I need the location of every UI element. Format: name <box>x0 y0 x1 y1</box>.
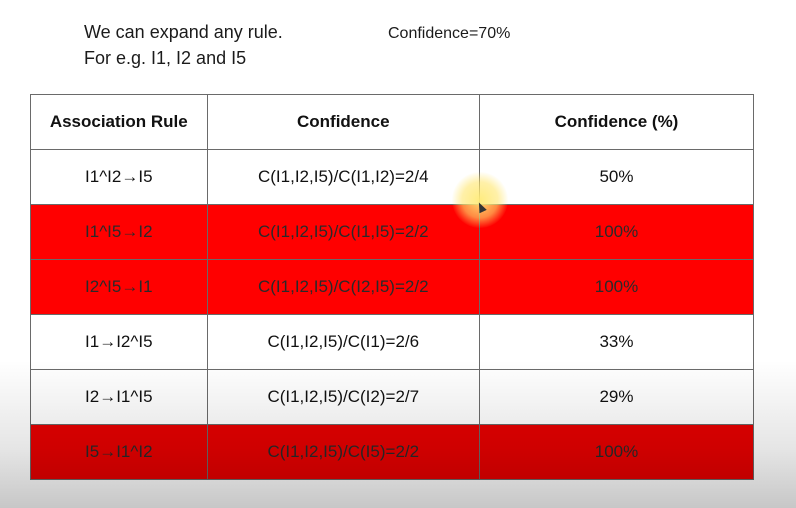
table-row-highlighted: I5→I1^I2 C(I1,I2,I5)/C(I5)=2/2 100% <box>30 424 755 480</box>
intro-text: We can expand any rule. For e.g. I1, I2 … <box>84 19 283 71</box>
intro-line-2: For e.g. I1, I2 and I5 <box>84 48 247 68</box>
percent-cell: 100% <box>478 424 755 480</box>
association-rules-table: Association Rule Confidence Confidence (… <box>30 94 755 480</box>
rule-cell: I1^I5→I2 <box>30 204 208 260</box>
header-confidence-percent: Confidence (%) <box>478 94 755 150</box>
formula-cell: C(I1,I2,I5)/C(I1,I5)=2/2 <box>206 204 480 260</box>
percent-cell: 100% <box>478 204 755 260</box>
percent-cell: 29% <box>478 369 755 425</box>
table-row: I1→I2^I5 C(I1,I2,I5)/C(I1)=2/6 33% <box>30 314 755 370</box>
rule-cell: I2→I1^I5 <box>30 369 208 425</box>
rule-cell: I2^I5→I1 <box>30 259 208 315</box>
intro-line-1: We can expand any rule. <box>84 22 283 42</box>
percent-cell: 100% <box>478 259 755 315</box>
formula-cell: C(I1,I2,I5)/C(I5)=2/2 <box>206 424 480 480</box>
table-row-highlighted: I2^I5→I1 C(I1,I2,I5)/C(I2,I5)=2/2 100% <box>30 259 755 315</box>
header-confidence: Confidence <box>206 94 480 150</box>
formula-cell: C(I1,I2,I5)/C(I1,I2)=2/4 <box>206 149 480 205</box>
table-row: I2→I1^I5 C(I1,I2,I5)/C(I2)=2/7 29% <box>30 369 755 425</box>
header-association-rule: Association Rule <box>30 94 208 150</box>
rule-cell: I1^I2→I5 <box>30 149 208 205</box>
percent-cell: 50% <box>478 149 755 205</box>
rule-cell: I5→I1^I2 <box>30 424 208 480</box>
formula-cell: C(I1,I2,I5)/C(I2,I5)=2/2 <box>206 259 480 315</box>
table-row-highlighted: I1^I5→I2 C(I1,I2,I5)/C(I1,I5)=2/2 100% <box>30 204 755 260</box>
table-header-row: Association Rule Confidence Confidence (… <box>30 94 755 150</box>
percent-cell: 33% <box>478 314 755 370</box>
rule-cell: I1→I2^I5 <box>30 314 208 370</box>
table-row: I1^I2→I5 C(I1,I2,I5)/C(I1,I2)=2/4 50% <box>30 149 755 205</box>
formula-cell: C(I1,I2,I5)/C(I2)=2/7 <box>206 369 480 425</box>
confidence-threshold: Confidence=70% <box>388 25 511 42</box>
formula-cell: C(I1,I2,I5)/C(I1)=2/6 <box>206 314 480 370</box>
